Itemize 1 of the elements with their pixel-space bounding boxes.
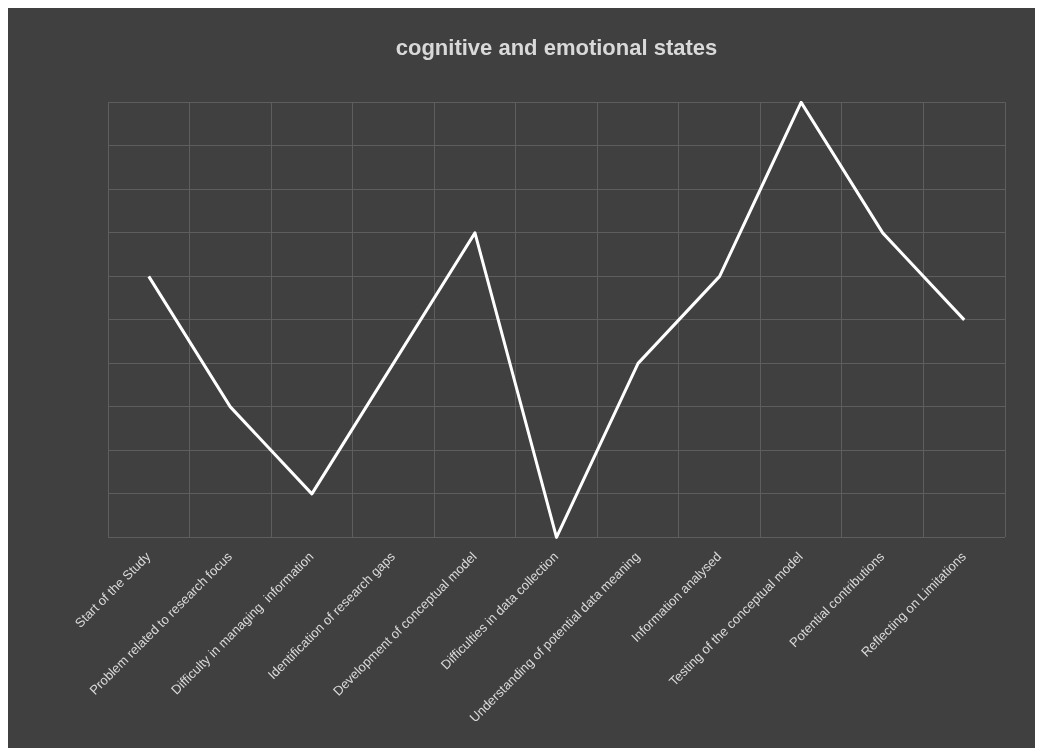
chart-title: cognitive and emotional states [395,35,718,61]
